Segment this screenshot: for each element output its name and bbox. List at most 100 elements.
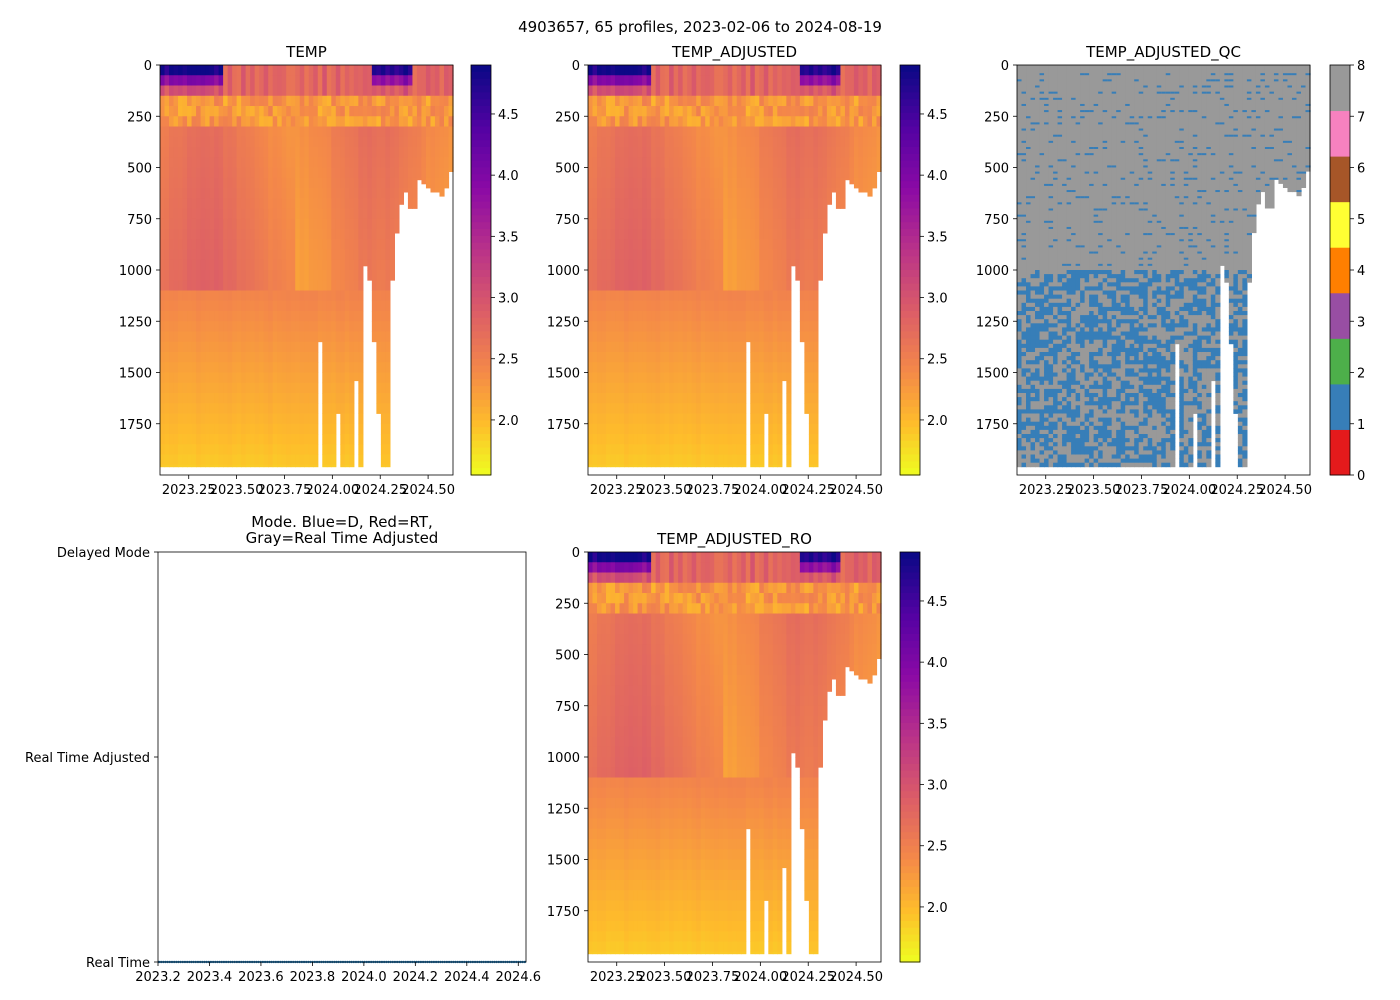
heatmap-cell: [236, 464, 242, 468]
heatmap-cell: [295, 239, 301, 250]
heatmap-cell: [358, 147, 364, 158]
heatmap-cell: [619, 167, 625, 179]
colorbar-segment: [471, 99, 491, 107]
qc-cell: [1048, 352, 1054, 357]
heatmap-cell: [169, 208, 175, 220]
qc-cell: [1039, 153, 1045, 156]
heatmap-cell: [664, 280, 670, 291]
heatmap-cell: [633, 434, 639, 445]
heatmap-cell: [768, 321, 774, 332]
heatmap-cell: [196, 218, 202, 230]
colorbar-segment: [471, 160, 491, 169]
heatmap-cell: [376, 95, 382, 107]
heatmap-cell: [804, 157, 810, 168]
heatmap-cell: [777, 393, 783, 404]
heatmap-cell: [218, 464, 224, 468]
heatmap-cell: [642, 444, 648, 455]
heatmap-cell: [200, 95, 206, 107]
heatmap-cell: [696, 85, 702, 97]
heatmap-cell: [709, 341, 715, 353]
heatmap-cell: [696, 198, 702, 209]
heatmap-cell: [651, 106, 657, 117]
heatmap-cell: [831, 106, 837, 117]
heatmap-cell: [160, 239, 166, 250]
heatmap-cell: [200, 229, 206, 240]
heatmap-cell: [178, 393, 184, 404]
qc-cell: [1026, 454, 1032, 459]
heatmap-cell: [808, 290, 814, 302]
heatmap-cell: [777, 218, 783, 230]
heatmap-cell: [263, 177, 269, 189]
heatmap-cell: [619, 393, 625, 404]
heatmap-cell: [232, 167, 238, 179]
heatmap-cell: [745, 198, 751, 209]
heatmap-cell: [601, 116, 607, 127]
qc-cell: [1021, 343, 1027, 349]
heatmap-cell: [353, 218, 359, 230]
heatmap-cell: [700, 290, 706, 302]
heatmap-cell: [416, 126, 423, 138]
heatmap-cell: [326, 352, 332, 363]
qc-cell: [1044, 413, 1050, 418]
colorbar-tick-label: 4.5: [927, 108, 948, 123]
heatmap-cell: [709, 331, 715, 343]
heatmap-cell: [813, 403, 819, 414]
heatmap-cell: [700, 218, 706, 230]
heatmap-cell: [804, 341, 810, 353]
heatmap-cell: [808, 372, 814, 384]
heatmap-cell: [263, 259, 269, 271]
heatmap-cell: [389, 136, 395, 148]
qc-cell: [1044, 409, 1050, 414]
heatmap-cell: [385, 413, 391, 425]
colorbar-segment: [900, 406, 920, 415]
heatmap-cell: [664, 249, 670, 261]
heatmap-cell: [344, 423, 350, 435]
heatmap-cell: [349, 393, 355, 404]
heatmap-cell: [236, 95, 242, 107]
heatmap-cell: [808, 147, 814, 158]
colorbar-segment: [900, 304, 920, 312]
qc-cell: [1017, 421, 1023, 427]
heatmap-cell: [259, 331, 265, 343]
heatmap-cell: [610, 147, 616, 158]
heatmap-cell: [169, 372, 175, 384]
heatmap-cell: [263, 434, 269, 445]
heatmap-cell: [736, 331, 742, 343]
qc-cell: [1021, 413, 1027, 418]
heatmap-cell: [358, 177, 364, 189]
heatmap-cell: [736, 65, 742, 76]
qc-cell: [1035, 388, 1041, 394]
heatmap-cell: [349, 434, 355, 445]
heatmap-cell: [317, 208, 323, 220]
heatmap-cell: [322, 280, 328, 291]
qc-cell: [1017, 376, 1023, 382]
heatmap-cell: [367, 126, 373, 138]
heatmap-cell: [241, 311, 247, 322]
qc-cell: [1053, 311, 1059, 316]
heatmap-cell: [691, 218, 697, 230]
heatmap-cell: [299, 362, 305, 373]
heatmap-cell: [808, 85, 814, 97]
heatmap-cell: [200, 434, 206, 445]
heatmap-cell: [718, 229, 724, 240]
heatmap-cell: [754, 423, 760, 435]
heatmap-cell: [682, 423, 688, 435]
heatmap-cell: [169, 434, 175, 445]
heatmap-cell: [187, 198, 193, 209]
heatmap-cell: [673, 167, 679, 179]
heatmap-cell: [655, 218, 661, 230]
heatmap-cell: [678, 198, 684, 209]
heatmap-cell: [218, 116, 224, 127]
qc-cell: [1035, 306, 1041, 312]
heatmap-cell: [750, 270, 756, 281]
heatmap-cell: [290, 95, 296, 107]
heatmap-cell: [705, 116, 711, 127]
heatmap-cell: [358, 413, 364, 425]
heatmap-cell: [223, 372, 229, 384]
heatmap-cell: [259, 147, 265, 158]
heatmap-cell: [331, 434, 337, 445]
heatmap-cell: [813, 311, 819, 322]
heatmap-cell: [245, 300, 251, 312]
qc-cell: [1039, 458, 1045, 464]
heatmap-cell: [588, 311, 594, 322]
